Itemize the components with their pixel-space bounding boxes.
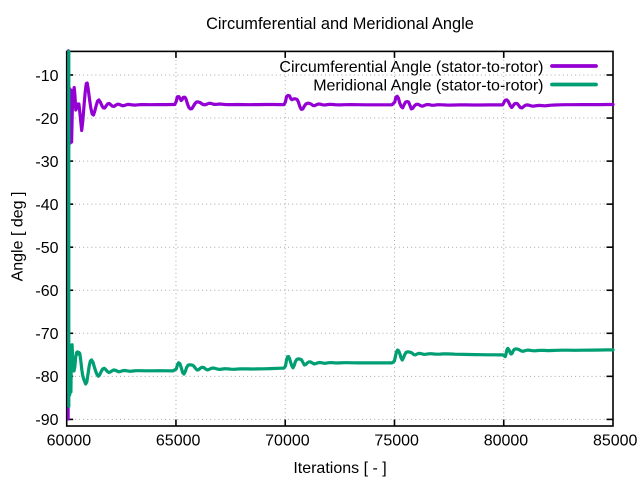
svg-text:75000: 75000 — [374, 433, 419, 450]
svg-text:Meridional Angle (stator-to-ro: Meridional Angle (stator-to-rotor) — [313, 77, 543, 94]
svg-text:Iterations [ - ]: Iterations [ - ] — [293, 460, 386, 477]
svg-text:-80: -80 — [35, 369, 58, 386]
svg-text:-10: -10 — [35, 68, 58, 85]
svg-text:-40: -40 — [35, 197, 58, 214]
svg-text:65000: 65000 — [156, 433, 201, 450]
svg-text:85000: 85000 — [593, 433, 638, 450]
svg-text:-50: -50 — [35, 240, 58, 257]
svg-text:Circumferential and Meridional: Circumferential and Meridional Angle — [206, 15, 474, 33]
svg-text:80000: 80000 — [484, 433, 529, 450]
svg-text:-70: -70 — [35, 326, 58, 343]
svg-text:Circumferential Angle (stator-: Circumferential Angle (stator-to-rotor) — [279, 59, 543, 76]
svg-text:60000: 60000 — [47, 433, 92, 450]
svg-text:-60: -60 — [35, 283, 58, 300]
svg-text:-90: -90 — [35, 412, 58, 429]
svg-text:70000: 70000 — [265, 433, 310, 450]
svg-text:Angle [ deg ]: Angle [ deg ] — [10, 192, 27, 282]
svg-text:-20: -20 — [35, 111, 58, 128]
svg-text:-30: -30 — [35, 154, 58, 171]
